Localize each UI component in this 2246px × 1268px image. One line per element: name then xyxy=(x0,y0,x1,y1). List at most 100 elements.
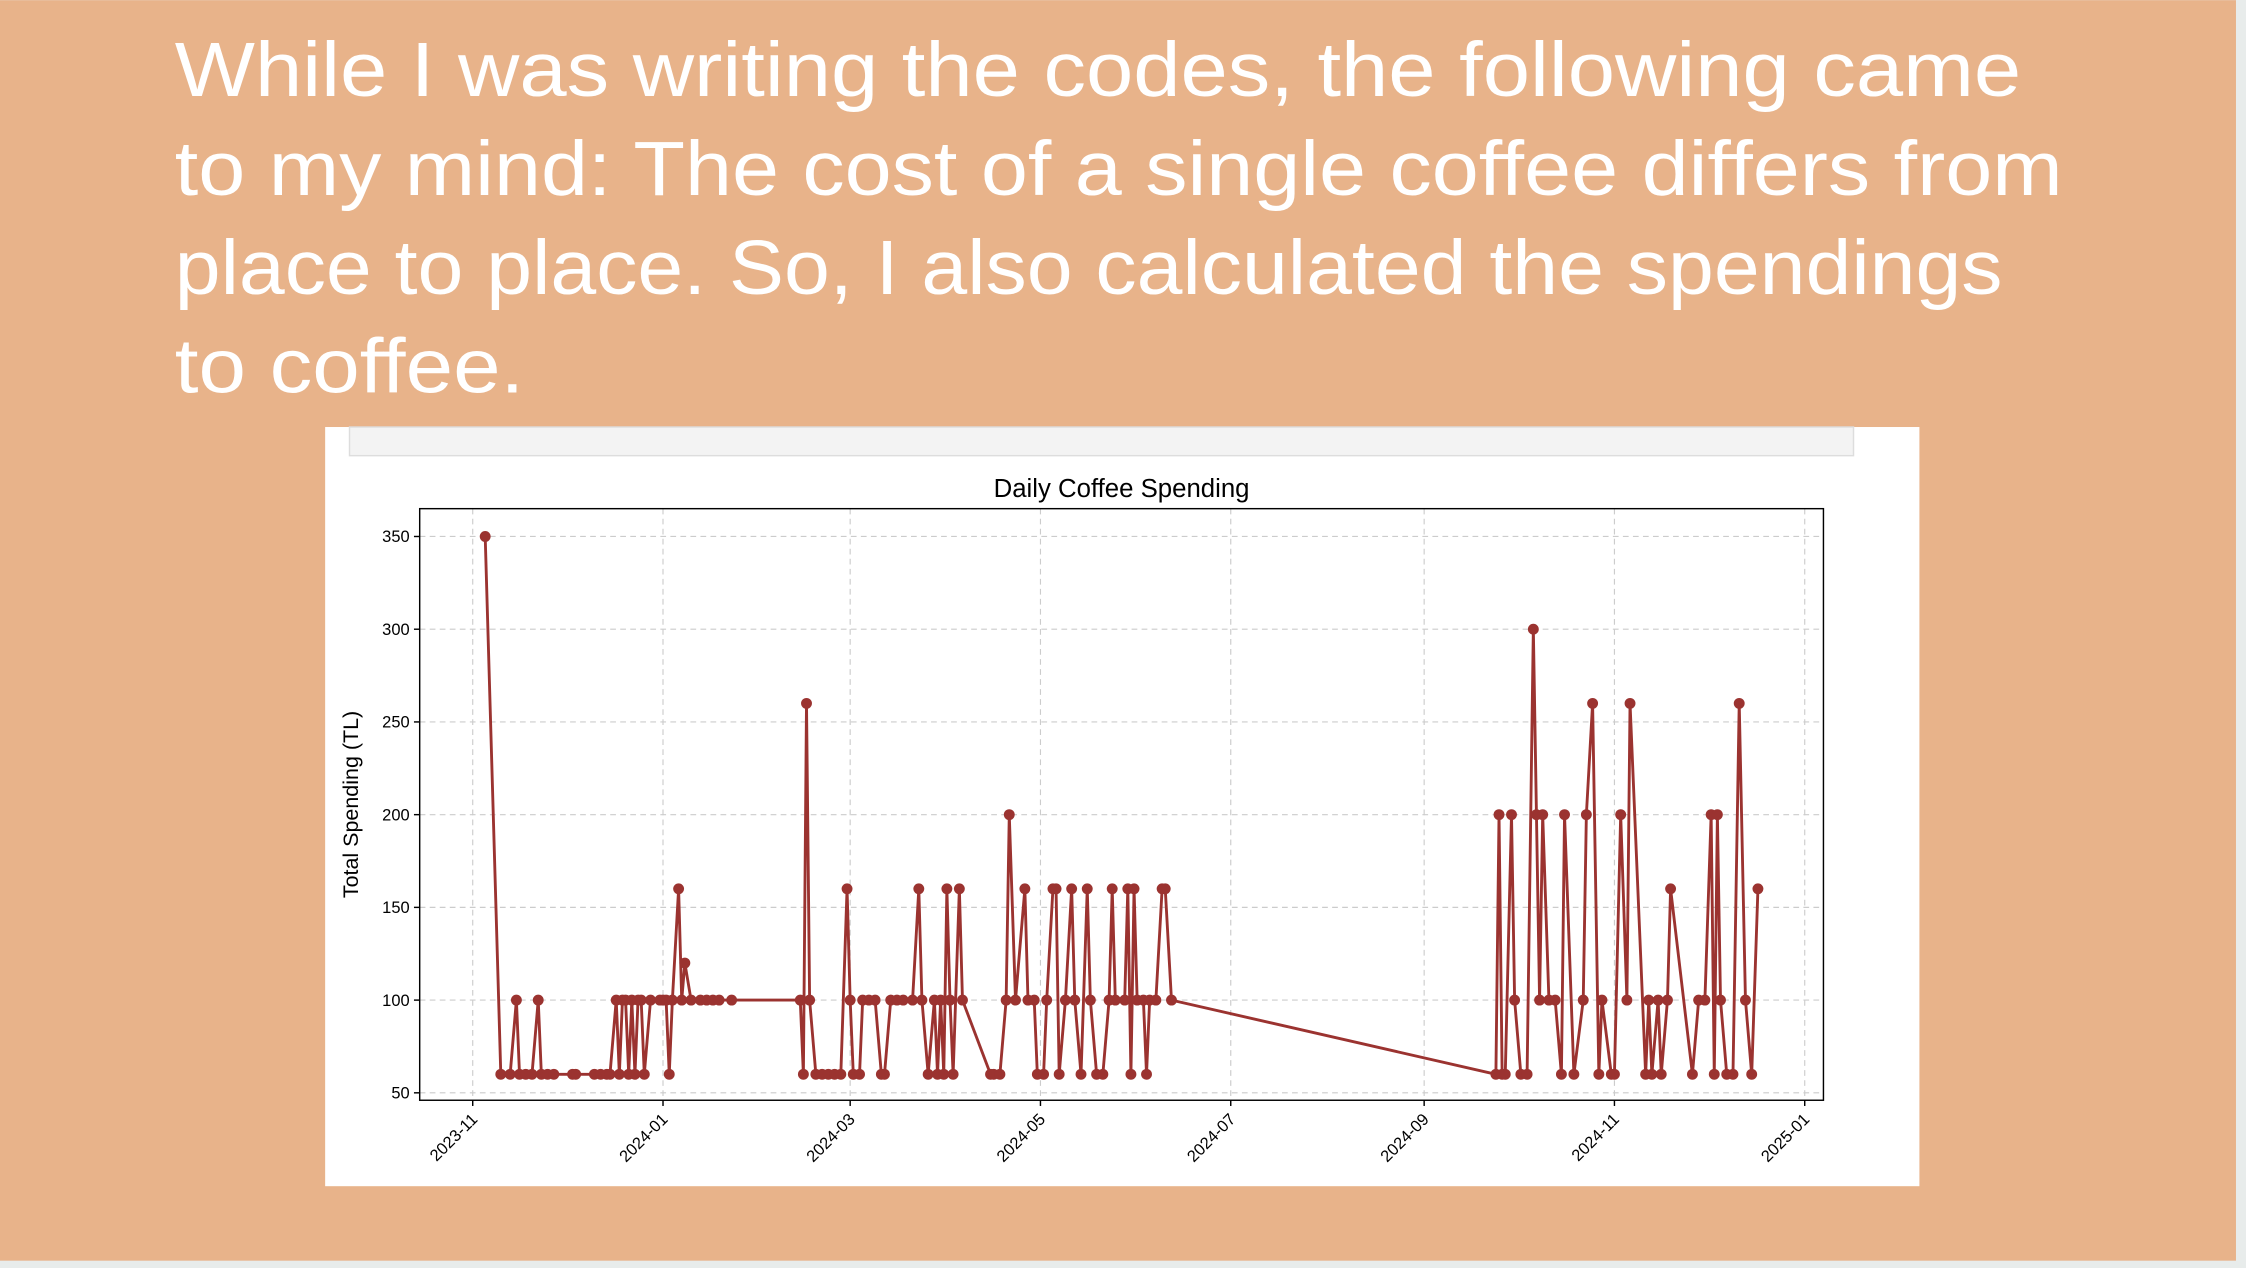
data-point xyxy=(854,1068,865,1080)
data-point xyxy=(1537,809,1549,821)
data-point xyxy=(1097,1068,1109,1080)
data-point xyxy=(1593,1068,1605,1080)
data-point xyxy=(1081,883,1093,895)
data-point xyxy=(1580,809,1592,821)
data-point xyxy=(879,1068,890,1080)
data-point xyxy=(1740,994,1751,1006)
data-point xyxy=(844,994,856,1006)
data-point xyxy=(1699,994,1711,1006)
slide-text-line: While I was writing the codes, the follo… xyxy=(175,27,2021,113)
data-point xyxy=(907,994,919,1006)
data-point xyxy=(1624,697,1636,709)
data-point xyxy=(1549,994,1561,1006)
data-point xyxy=(663,1068,675,1080)
data-point xyxy=(504,1068,516,1080)
data-point xyxy=(797,1068,809,1080)
data-point xyxy=(1059,994,1071,1006)
slide-text-line: to my mind: The cost of a single coffee … xyxy=(175,126,2063,212)
data-point xyxy=(1727,1068,1739,1080)
data-point xyxy=(841,883,853,895)
data-point xyxy=(635,994,647,1006)
data-point xyxy=(679,957,691,969)
data-point xyxy=(801,697,812,709)
slide-text-line: place to place. So, I also calculated th… xyxy=(175,225,2003,311)
data-point xyxy=(1652,994,1664,1006)
data-point xyxy=(604,1068,616,1080)
data-point xyxy=(935,994,947,1006)
data-point xyxy=(1509,994,1521,1006)
data-point xyxy=(1711,809,1723,821)
data-point xyxy=(1615,809,1627,821)
data-point xyxy=(953,883,965,895)
data-point xyxy=(1534,994,1546,1006)
data-point xyxy=(835,1068,847,1080)
data-point xyxy=(638,1068,650,1080)
data-point xyxy=(994,1068,1006,1080)
data-point xyxy=(532,994,544,1006)
plot-frame xyxy=(418,507,1825,1101)
data-point xyxy=(1141,1068,1152,1080)
y-tick-label: 350 xyxy=(382,528,409,546)
data-point xyxy=(1119,994,1131,1006)
data-point xyxy=(726,994,738,1006)
data-point xyxy=(1643,994,1655,1006)
y-tick-label: 150 xyxy=(382,899,409,917)
data-point xyxy=(1075,1068,1087,1080)
data-point xyxy=(1621,994,1633,1006)
data-point xyxy=(673,883,685,895)
data-point xyxy=(1166,994,1177,1006)
data-point xyxy=(1066,883,1078,895)
data-point xyxy=(1752,883,1764,895)
data-point xyxy=(1596,994,1608,1006)
data-point xyxy=(1000,994,1012,1006)
data-point xyxy=(804,994,816,1006)
data-point xyxy=(570,1068,582,1080)
data-point xyxy=(1019,883,1031,895)
data-point xyxy=(1577,994,1589,1006)
data-point xyxy=(1733,697,1745,709)
data-point xyxy=(1506,809,1517,821)
data-point xyxy=(922,1068,934,1080)
y-tick-label: 200 xyxy=(382,806,409,824)
data-point xyxy=(1527,623,1539,635)
slide-text-line: to coffee. xyxy=(175,324,525,410)
data-point xyxy=(1646,1068,1658,1080)
data-point xyxy=(1493,809,1505,821)
data-point xyxy=(944,994,956,1006)
data-point xyxy=(1559,809,1570,821)
data-point xyxy=(1665,883,1677,895)
data-point xyxy=(1053,1068,1065,1080)
data-point xyxy=(1555,1068,1567,1080)
data-point xyxy=(1069,994,1081,1006)
data-point xyxy=(1028,994,1040,1006)
data-point xyxy=(629,1068,641,1080)
y-axis-label: Total Spending (TL) xyxy=(339,711,363,898)
data-point xyxy=(479,531,491,542)
data-point xyxy=(713,994,725,1006)
slide-text: While I was writing the codes, the follo… xyxy=(175,27,2063,410)
data-point xyxy=(1041,994,1053,1006)
y-tick-label: 50 xyxy=(391,1085,409,1103)
data-point xyxy=(510,994,522,1006)
data-point xyxy=(1708,1068,1720,1080)
data-point xyxy=(1050,883,1062,895)
data-point xyxy=(941,883,953,895)
data-point xyxy=(676,994,688,1006)
data-point xyxy=(897,994,909,1006)
data-point xyxy=(1568,1068,1580,1080)
data-point xyxy=(685,994,697,1006)
data-point xyxy=(1128,883,1140,895)
data-point xyxy=(1038,1068,1050,1080)
data-point xyxy=(1655,1068,1667,1080)
data-point xyxy=(947,1068,959,1080)
data-point xyxy=(1715,994,1726,1006)
data-point xyxy=(1109,994,1121,1006)
data-point xyxy=(1003,809,1015,821)
data-point xyxy=(1106,883,1118,895)
data-point xyxy=(613,1068,625,1080)
data-point xyxy=(1084,994,1096,1006)
data-point xyxy=(526,1068,538,1080)
y-tick-label: 250 xyxy=(382,714,409,732)
